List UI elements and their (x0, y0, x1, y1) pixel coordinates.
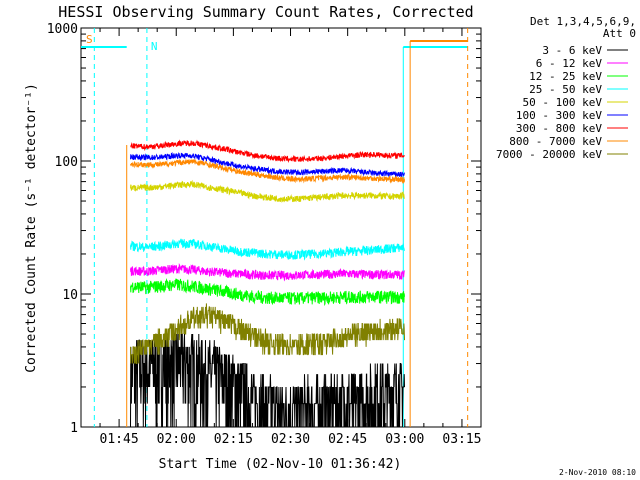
x-axis-label: Start Time (02-Nov-10 01:36:42) (159, 457, 402, 472)
series-line (130, 262, 405, 282)
series-line (130, 238, 405, 261)
series-line (130, 151, 405, 178)
timestamp: 2-Nov-2010 08:10 (559, 468, 636, 477)
y-tick-label: 1 (70, 421, 78, 436)
series-line (130, 139, 405, 163)
y-tick-label: 1000 (47, 22, 78, 37)
x-tick-label: 03:15 (442, 432, 481, 447)
legend-entry-label: 800 - 7000 keV (509, 135, 602, 148)
chart-title: HESSI Observing Summary Count Rates, Cor… (58, 3, 473, 21)
legend-entry-label: 100 - 300 keV (516, 109, 602, 122)
x-tick-label: 02:45 (328, 432, 367, 447)
legend-entry-label: 12 - 25 keV (529, 70, 602, 83)
series-line (130, 158, 405, 184)
x-tick-label: 03:00 (385, 432, 424, 447)
legend-entry-label: 25 - 50 keV (529, 83, 602, 96)
y-tick-label: 100 (55, 155, 78, 170)
series-line (130, 303, 405, 364)
legend-header: Det 1,3,4,5,6,9, (530, 15, 636, 28)
y-tick-label: 10 (62, 288, 78, 303)
legend-entry-label: 7000 - 20000 keV (496, 148, 602, 161)
axis-ticks: 01:45 02:00 02:15 02:30 02:45 03:00 03:15 1 10 10… (47, 22, 482, 447)
series-line (130, 179, 405, 203)
legend-entry-label: 6 - 12 keV (536, 57, 603, 70)
legend-entry-label: 3 - 6 keV (542, 44, 602, 57)
y-axis-label: Corrected Count Rate (s⁻¹ detector⁻¹) (24, 83, 39, 373)
series-line (130, 328, 405, 428)
x-tick-label: 02:00 (157, 432, 196, 447)
series-layer (130, 139, 405, 428)
saa-flag-label: S (86, 33, 93, 46)
series-line (130, 278, 405, 307)
x-tick-label: 02:30 (271, 432, 310, 447)
night-flag-label: N (151, 40, 158, 53)
legend-header: Att 0 (603, 27, 636, 40)
legend-entry-label: 50 - 100 keV (523, 96, 603, 109)
legend-entry-label: 300 - 800 keV (516, 122, 602, 135)
observing-state-bars: SN (81, 28, 469, 427)
x-tick-label: 01:45 (100, 432, 139, 447)
x-tick-label: 02:15 (214, 432, 253, 447)
